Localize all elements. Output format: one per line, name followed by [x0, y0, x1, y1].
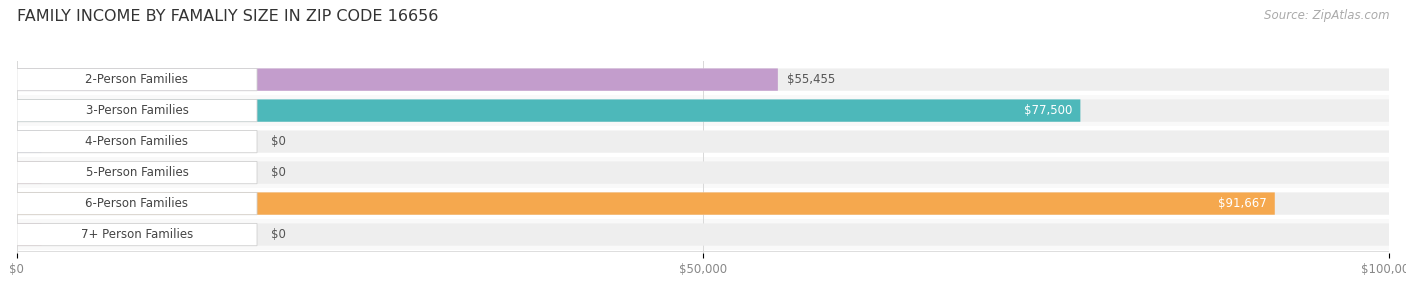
Text: 5-Person Families: 5-Person Families	[86, 166, 188, 179]
Text: Source: ZipAtlas.com: Source: ZipAtlas.com	[1264, 9, 1389, 22]
FancyBboxPatch shape	[17, 223, 42, 246]
Text: 3-Person Families: 3-Person Families	[86, 104, 188, 117]
Bar	[17, 157, 1389, 188]
Text: $0: $0	[271, 135, 285, 148]
FancyBboxPatch shape	[17, 161, 257, 184]
Bar	[17, 64, 1389, 95]
FancyBboxPatch shape	[17, 131, 257, 153]
Text: $0: $0	[271, 166, 285, 179]
Bar	[17, 219, 1389, 250]
Bar	[17, 188, 1389, 219]
FancyBboxPatch shape	[17, 99, 1389, 122]
FancyBboxPatch shape	[17, 223, 257, 246]
FancyBboxPatch shape	[17, 99, 257, 122]
Text: 2-Person Families: 2-Person Families	[86, 73, 188, 86]
Text: 7+ Person Families: 7+ Person Families	[80, 228, 193, 241]
FancyBboxPatch shape	[17, 161, 1389, 184]
Text: $91,667: $91,667	[1218, 197, 1267, 210]
FancyBboxPatch shape	[17, 68, 257, 91]
FancyBboxPatch shape	[17, 192, 1389, 215]
Text: FAMILY INCOME BY FAMALIY SIZE IN ZIP CODE 16656: FAMILY INCOME BY FAMALIY SIZE IN ZIP COD…	[17, 9, 439, 24]
FancyBboxPatch shape	[17, 161, 42, 184]
Bar	[17, 95, 1389, 126]
Text: $0: $0	[271, 228, 285, 241]
FancyBboxPatch shape	[17, 192, 257, 215]
Text: 6-Person Families: 6-Person Families	[86, 197, 188, 210]
Text: $77,500: $77,500	[1024, 104, 1073, 117]
Text: $55,455: $55,455	[787, 73, 835, 86]
FancyBboxPatch shape	[17, 131, 42, 153]
FancyBboxPatch shape	[17, 223, 1389, 246]
FancyBboxPatch shape	[17, 68, 1389, 91]
Text: 4-Person Families: 4-Person Families	[86, 135, 188, 148]
Bar	[17, 126, 1389, 157]
FancyBboxPatch shape	[17, 99, 1080, 122]
FancyBboxPatch shape	[17, 68, 778, 91]
FancyBboxPatch shape	[17, 192, 1275, 215]
FancyBboxPatch shape	[17, 131, 1389, 153]
